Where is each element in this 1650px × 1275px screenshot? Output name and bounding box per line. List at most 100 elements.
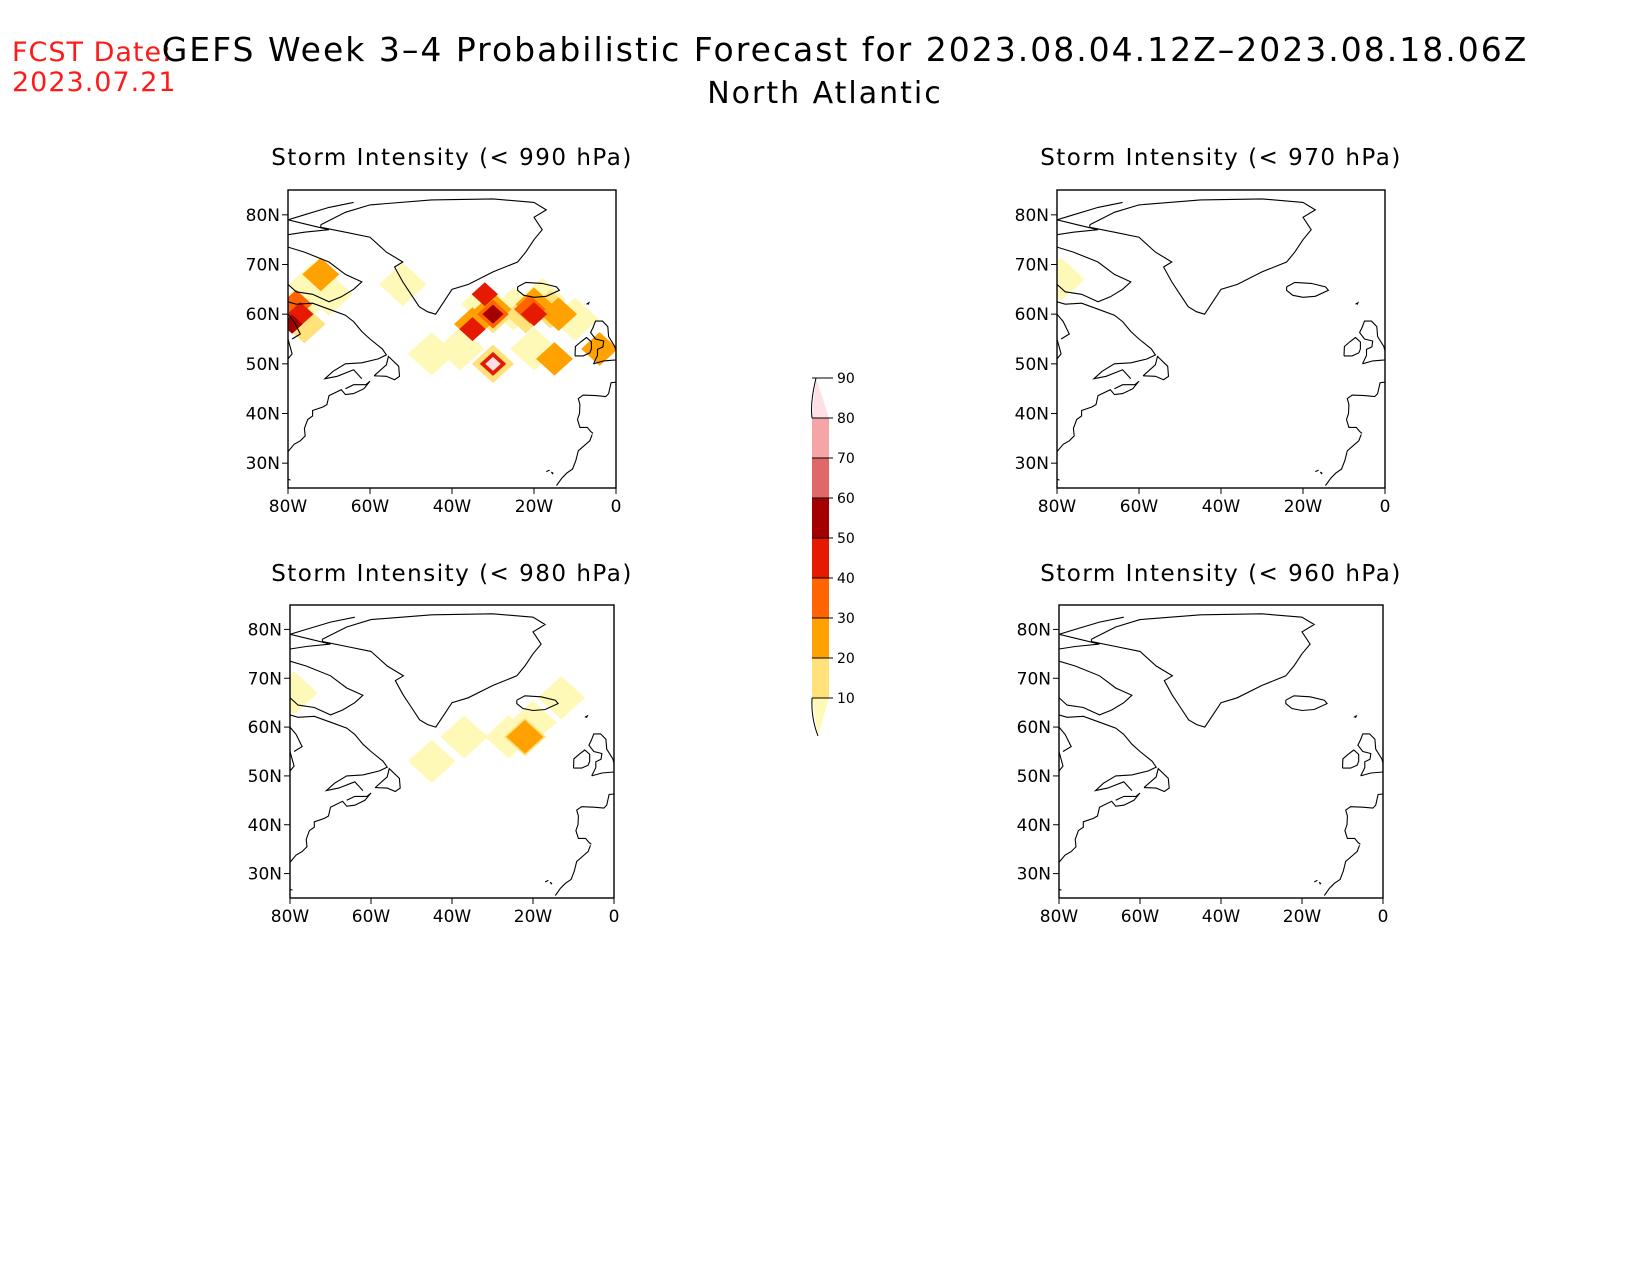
legend-swatch bbox=[812, 578, 829, 618]
coastline bbox=[1143, 767, 1170, 793]
coastline bbox=[549, 881, 553, 885]
legend-tick-label: 30 bbox=[837, 611, 855, 627]
coastline bbox=[290, 616, 355, 650]
legend-tick-label: 60 bbox=[837, 491, 855, 507]
coastline bbox=[1358, 320, 1385, 365]
probability-cell bbox=[407, 332, 456, 376]
coastline bbox=[373, 355, 401, 381]
legend-outline bbox=[811, 377, 817, 419]
lat-tick-label: 30N bbox=[1017, 865, 1051, 885]
probability-cell bbox=[459, 317, 486, 342]
coastline bbox=[1323, 845, 1361, 896]
lon-tick-label: 20W bbox=[515, 497, 554, 517]
coastline bbox=[517, 281, 561, 298]
probability-cell bbox=[379, 262, 427, 306]
probability-cell bbox=[536, 342, 573, 376]
lat-tick-label: 70N bbox=[1017, 669, 1051, 689]
coastline bbox=[290, 726, 303, 752]
coastline bbox=[1057, 201, 1123, 236]
panel-frame bbox=[289, 604, 615, 899]
lat-tick-label: 70N bbox=[248, 669, 282, 689]
lon-tick-label: 80W bbox=[1040, 907, 1079, 927]
coastline bbox=[576, 381, 616, 434]
coastline bbox=[572, 749, 591, 769]
coastline bbox=[1318, 881, 1322, 885]
lat-tick-label: 80N bbox=[248, 620, 282, 640]
probability-cell bbox=[482, 304, 504, 324]
color-legend: 10 20 30 40 50 60 70 80 90 bbox=[811, 371, 855, 737]
map-panel-3: Storm Intensity (< 980 hPa) 80N 70N 60N 50N 4… bbox=[248, 561, 633, 927]
legend-tick-label: 50 bbox=[837, 531, 855, 547]
lat-tick-label: 40N bbox=[1017, 816, 1051, 836]
lon-tick-label: 20W bbox=[1283, 907, 1322, 927]
coastline bbox=[586, 301, 591, 305]
lon-tick-label: 0 bbox=[609, 907, 620, 927]
probability-cell bbox=[471, 282, 498, 307]
coastline bbox=[1059, 751, 1064, 772]
coastline bbox=[1089, 198, 1317, 315]
lat-tick-label: 30N bbox=[248, 865, 282, 885]
coastline bbox=[584, 714, 589, 719]
coastline bbox=[1059, 660, 1133, 716]
coastline bbox=[288, 380, 371, 453]
coastline bbox=[288, 301, 388, 380]
coastline bbox=[1313, 879, 1318, 883]
lon-tick-label: 40W bbox=[433, 497, 472, 517]
coastline bbox=[1059, 616, 1124, 650]
coastline bbox=[290, 660, 364, 716]
panel-plot-area bbox=[1059, 613, 1383, 896]
coastline bbox=[1344, 793, 1383, 845]
coastline bbox=[1285, 695, 1328, 712]
lat-tick-label: 50N bbox=[1015, 355, 1049, 375]
legend-swatch bbox=[812, 538, 829, 578]
lon-tick-label: 80W bbox=[271, 907, 310, 927]
lat-tick-label: 40N bbox=[1015, 405, 1049, 425]
lon-tick-label: 40W bbox=[1202, 907, 1241, 927]
coastline bbox=[588, 733, 614, 777]
lon-tick-label: 0 bbox=[1378, 907, 1389, 927]
panel-plot-area bbox=[288, 198, 616, 486]
legend-swatch bbox=[812, 378, 829, 418]
coastline bbox=[1341, 749, 1360, 769]
coastline bbox=[1355, 301, 1360, 305]
coastline bbox=[290, 714, 389, 792]
probability-cell bbox=[302, 257, 340, 292]
probability-cell bbox=[288, 262, 337, 306]
lon-tick-label: 60W bbox=[351, 497, 390, 517]
coastline bbox=[589, 320, 616, 365]
legend-tick-label: 90 bbox=[837, 371, 855, 387]
coastline bbox=[1325, 434, 1362, 486]
panel-title: Storm Intensity (< 980 hPa) bbox=[271, 561, 633, 587]
probability-cell bbox=[440, 715, 488, 759]
coastline bbox=[574, 336, 592, 357]
lat-tick-label: 70N bbox=[1015, 256, 1049, 276]
panel-frame bbox=[1058, 604, 1384, 899]
coastline bbox=[1059, 726, 1072, 752]
probability-cell bbox=[551, 297, 599, 341]
coastline bbox=[1353, 714, 1358, 719]
coastline bbox=[320, 198, 548, 315]
panel-title: Storm Intensity (< 970 hPa) bbox=[1040, 145, 1402, 171]
coastline bbox=[546, 469, 550, 473]
coastline bbox=[544, 879, 549, 883]
lon-tick-label: 0 bbox=[1380, 497, 1391, 517]
coastline bbox=[554, 845, 592, 896]
lon-tick-label: 20W bbox=[1284, 497, 1323, 517]
coastline bbox=[1345, 381, 1385, 434]
lat-tick-label: 30N bbox=[1015, 454, 1049, 474]
legend-swatch bbox=[812, 618, 829, 658]
coastline bbox=[288, 246, 363, 303]
lat-tick-label: 60N bbox=[248, 718, 282, 738]
coastline bbox=[290, 792, 372, 863]
coastline bbox=[1059, 792, 1141, 863]
probability-cell bbox=[407, 739, 456, 783]
panel-plot-area bbox=[1057, 198, 1385, 486]
coastline bbox=[290, 751, 295, 772]
lat-tick-label: 30N bbox=[246, 454, 280, 474]
coastline bbox=[288, 313, 302, 340]
panel-title: Storm Intensity (< 990 hPa) bbox=[271, 145, 633, 171]
lon-tick-label: 80W bbox=[1038, 497, 1077, 517]
lon-tick-label: 60W bbox=[1120, 497, 1159, 517]
legend-swatch bbox=[812, 458, 829, 498]
